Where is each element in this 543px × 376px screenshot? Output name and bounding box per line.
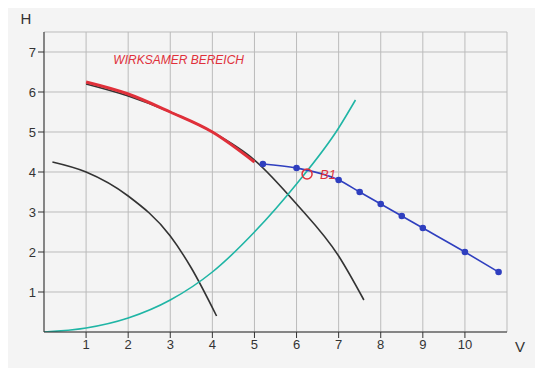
- svg-text:3: 3: [167, 337, 174, 352]
- svg-text:4: 4: [29, 165, 36, 180]
- svg-text:6: 6: [293, 337, 300, 352]
- svg-text:9: 9: [419, 337, 426, 352]
- svg-text:B1: B1: [320, 167, 336, 182]
- svg-text:2: 2: [29, 245, 36, 260]
- svg-text:WIRKSAMER BEREICH: WIRKSAMER BEREICH: [113, 53, 244, 67]
- svg-text:V: V: [515, 338, 525, 355]
- svg-text:2: 2: [125, 337, 132, 352]
- svg-text:10: 10: [458, 337, 472, 352]
- svg-text:6: 6: [29, 85, 36, 100]
- svg-text:4: 4: [209, 337, 216, 352]
- svg-text:8: 8: [377, 337, 384, 352]
- svg-text:7: 7: [335, 337, 342, 352]
- svg-text:7: 7: [29, 45, 36, 60]
- svg-text:5: 5: [29, 125, 36, 140]
- svg-text:H: H: [21, 10, 32, 27]
- svg-text:5: 5: [251, 337, 258, 352]
- svg-text:3: 3: [29, 205, 36, 220]
- svg-text:1: 1: [29, 285, 36, 300]
- svg-text:1: 1: [82, 337, 89, 352]
